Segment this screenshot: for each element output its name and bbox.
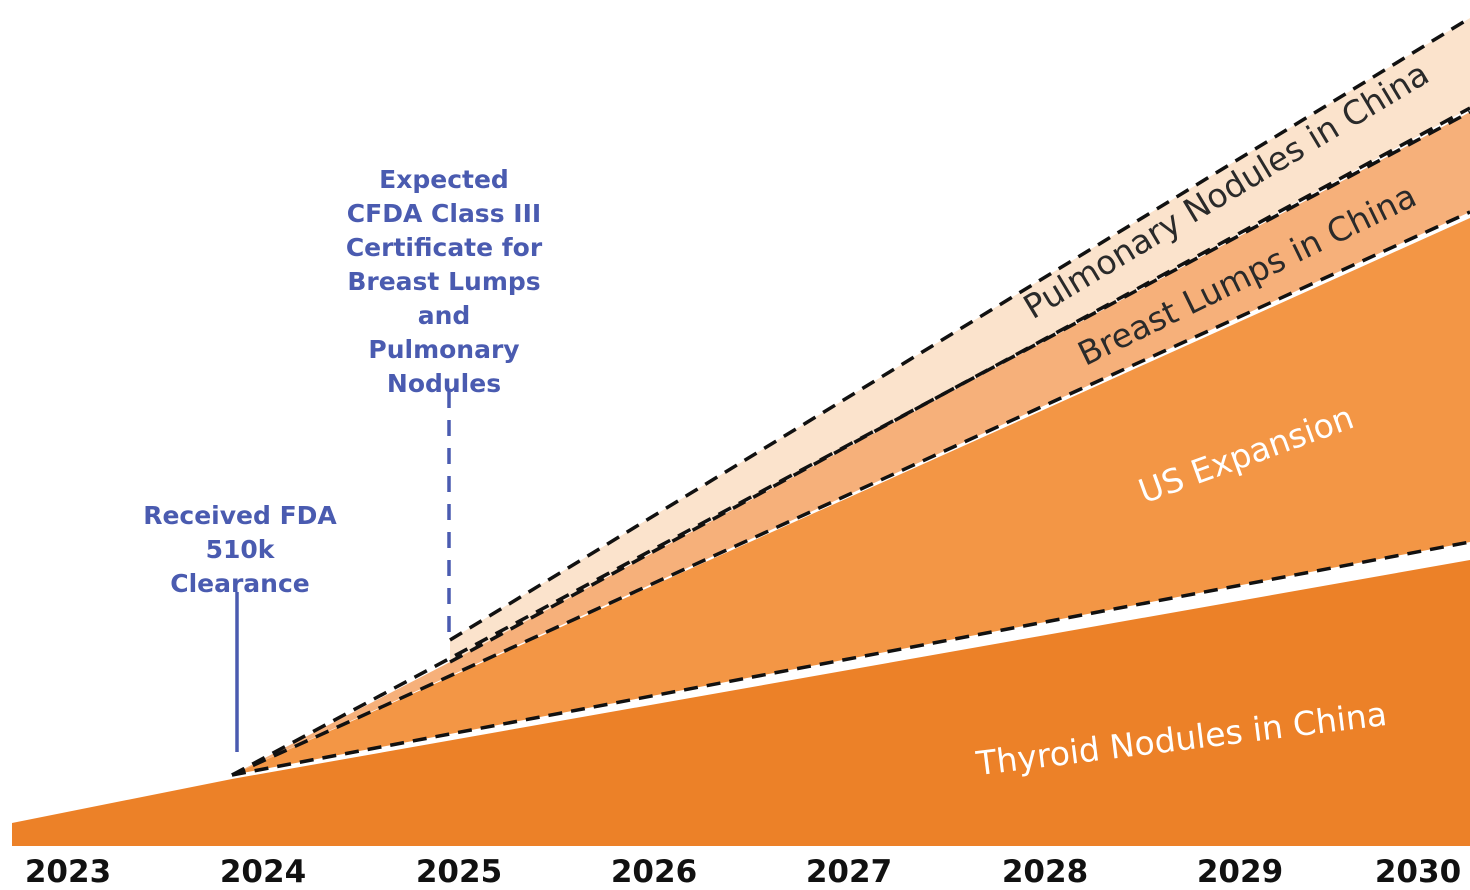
- annotation-line: 510k: [206, 535, 276, 564]
- us-band: [232, 218, 1470, 775]
- year-label: 2026: [611, 854, 697, 890]
- boundary: [231, 540, 1470, 777]
- thyroid-band: [12, 560, 1470, 846]
- annotation-line: CFDA Class III: [347, 199, 541, 228]
- annotation-line: Breast Lumps: [347, 267, 540, 296]
- annotation-line: Pulmonary: [368, 335, 519, 364]
- annotation-line: Expected: [379, 165, 509, 194]
- annotation-line: Certificate for: [346, 233, 543, 262]
- year-label: 2025: [416, 854, 502, 890]
- annotation-line: Clearance: [170, 569, 310, 598]
- annotation-line: Received FDA: [143, 501, 337, 530]
- year-label: 2024: [220, 854, 306, 890]
- year-label: 2030: [1375, 854, 1461, 890]
- boundary: [231, 110, 1470, 777]
- boundary: [231, 210, 1470, 777]
- boundary: [449, 16, 1470, 642]
- year-label: 2023: [25, 854, 111, 890]
- pulmonary-band: [450, 18, 1470, 662]
- annotation-line: and: [418, 301, 471, 330]
- year-label: 2028: [1002, 854, 1088, 890]
- year-label: 2029: [1197, 854, 1283, 890]
- boundary: [449, 106, 1470, 664]
- year-label: 2027: [806, 854, 892, 890]
- annotation-line: Nodules: [387, 369, 501, 398]
